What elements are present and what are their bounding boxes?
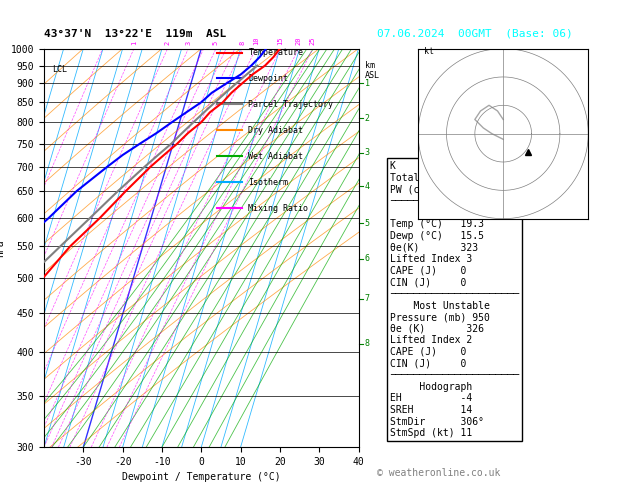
Text: LCL: LCL bbox=[52, 65, 67, 73]
Text: Wet Adiabat: Wet Adiabat bbox=[248, 152, 303, 161]
Text: 10: 10 bbox=[253, 36, 259, 45]
Text: Parcel Trajectory: Parcel Trajectory bbox=[248, 100, 333, 109]
Text: K           7
Totals Totals 43
PW (cm)     2.26
──────────────────────
        S: K 7 Totals Totals 43 PW (cm) 2.26 ──────… bbox=[389, 161, 519, 438]
Text: km
ASL: km ASL bbox=[365, 61, 380, 80]
Text: 3: 3 bbox=[365, 148, 370, 157]
Text: kt: kt bbox=[424, 47, 434, 56]
Text: 5: 5 bbox=[365, 219, 370, 228]
Text: 43°37'N  13°22'E  119m  ASL: 43°37'N 13°22'E 119m ASL bbox=[44, 29, 226, 39]
Text: 1: 1 bbox=[131, 40, 137, 45]
Text: 4: 4 bbox=[365, 182, 370, 191]
Text: © weatheronline.co.uk: © weatheronline.co.uk bbox=[377, 469, 501, 478]
Text: 20: 20 bbox=[296, 36, 301, 45]
Y-axis label: hPa: hPa bbox=[0, 239, 5, 257]
X-axis label: Dewpoint / Temperature (°C): Dewpoint / Temperature (°C) bbox=[122, 472, 281, 483]
Text: 25: 25 bbox=[310, 36, 316, 45]
Text: 6: 6 bbox=[365, 254, 370, 263]
Text: 3: 3 bbox=[186, 40, 191, 45]
Text: Mixing Ratio: Mixing Ratio bbox=[248, 204, 308, 212]
Text: 8: 8 bbox=[365, 339, 370, 348]
Text: Dry Adiabat: Dry Adiabat bbox=[248, 126, 303, 135]
Text: 15: 15 bbox=[277, 36, 284, 45]
Text: 2: 2 bbox=[365, 114, 370, 123]
Text: 07.06.2024  00GMT  (Base: 06): 07.06.2024 00GMT (Base: 06) bbox=[377, 29, 573, 39]
Text: 7: 7 bbox=[365, 294, 370, 303]
Text: Isotherm: Isotherm bbox=[248, 177, 289, 187]
Text: 2: 2 bbox=[165, 40, 170, 45]
Text: Temperature: Temperature bbox=[248, 48, 303, 57]
Text: 5: 5 bbox=[213, 40, 219, 45]
Text: 8: 8 bbox=[240, 40, 245, 45]
Text: Dewpoint: Dewpoint bbox=[248, 74, 289, 83]
Text: 1: 1 bbox=[365, 79, 370, 88]
